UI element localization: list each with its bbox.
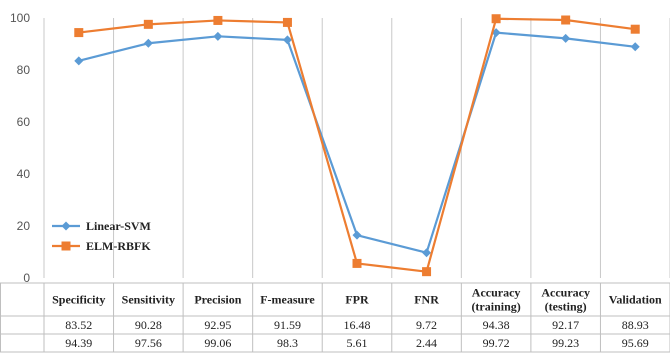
data-label: 95.69 [622,336,649,350]
data-table: Specificity Sensitivity Precision F-measure… [0,282,670,353]
data-point [491,14,501,24]
x-tick-label: F-measure [260,293,315,307]
data-point [352,258,362,268]
y-tick-label: 100 [10,11,30,25]
data-label: 98.3 [277,336,298,350]
data-point [143,38,153,48]
data-point [422,267,432,277]
data-label: 94.39 [65,336,92,350]
x-tick-label: Precision [194,293,241,307]
y-tick-label: 40 [17,167,31,181]
data-point [630,24,640,34]
x-tick-label: FPR [345,293,369,307]
data-label: 91.59 [274,318,301,332]
legend-label: Linear-SVM [86,219,151,233]
x-tick-label: Sensitivity [122,293,175,307]
data-point [630,42,640,52]
x-tick-label: Accuracy [541,286,590,300]
data-point [74,56,84,66]
x-tick-label: (testing) [545,300,587,314]
x-tick-label: Accuracy [472,286,521,300]
data-label: 97.56 [135,336,162,350]
data-point [282,17,292,27]
data-label: 2.44 [416,336,437,350]
grid [43,18,670,278]
data-label: 9.72 [416,318,437,332]
y-tick-label: 80 [17,63,31,77]
data-label: 88.93 [622,318,649,332]
data-point [561,15,571,25]
legend-label: ELM-RBFK [86,239,151,253]
x-tick-label: Specificity [52,293,105,307]
legend-marker [61,221,71,231]
data-point [213,31,223,41]
legend: Linear-SVM ELM-RBFK [52,219,151,253]
data-point [143,19,153,29]
x-tick-label: Validation [609,293,662,307]
data-point [561,33,571,43]
data-label: 92.95 [204,318,231,332]
series-line-0 [78,31,636,254]
x-tick-label: FNR [414,293,439,307]
data-label: 83.52 [65,318,92,332]
data-label: 16.48 [344,318,371,332]
x-tick-label: (training) [471,300,520,314]
data-label: 92.17 [552,318,579,332]
data-point [282,35,292,45]
data-point [74,28,84,38]
y-tick-label: 0 [23,271,30,285]
data-point [352,230,362,240]
data-label: 90.28 [135,318,162,332]
data-label: 99.72 [483,336,510,350]
data-label: 5.61 [347,336,368,350]
legend-marker [61,241,71,251]
data-label: 99.23 [552,336,579,350]
series-group [74,14,640,277]
y-axis: 0 20 40 60 80 100 [10,11,30,285]
data-label: 99.06 [204,336,231,350]
data-point [422,248,432,258]
y-tick-label: 20 [17,219,31,233]
y-tick-label: 60 [17,115,31,129]
data-point [213,15,223,25]
data-label: 94.38 [483,318,510,332]
